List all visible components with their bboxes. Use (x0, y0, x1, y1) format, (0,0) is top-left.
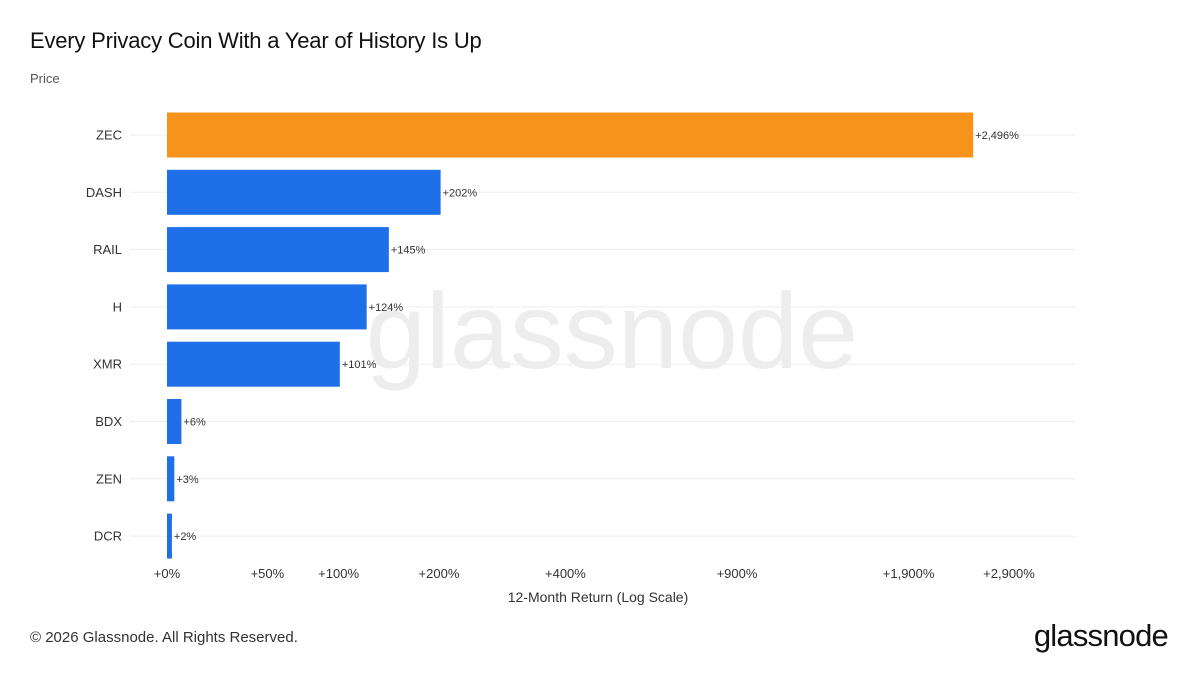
category-label: XMR (93, 357, 122, 372)
bar-bdx (167, 399, 182, 444)
bar-dcr (167, 513, 172, 559)
watermark-text: glassnode (366, 270, 858, 391)
bar-h (167, 284, 367, 330)
data-label: +6% (183, 417, 206, 429)
data-label: +2,496% (975, 130, 1019, 142)
x-tick-label: +200% (419, 566, 460, 581)
x-tick-label: +50% (251, 566, 285, 581)
category-label: ZEC (96, 128, 122, 143)
data-label: +101% (342, 359, 377, 371)
data-label: +3% (176, 474, 199, 486)
chart-subtitle: Price (30, 71, 60, 86)
bar-dash (167, 169, 441, 215)
bar-rail (167, 227, 389, 273)
copyright-text: © 2026 Glassnode. All Rights Reserved. (30, 629, 298, 646)
x-tick-label: +100% (318, 566, 359, 581)
data-label: +2% (174, 531, 197, 543)
chart-title: Every Privacy Coin With a Year of Histor… (30, 28, 482, 53)
x-tick-label: +0% (154, 566, 181, 581)
x-tick-label: +900% (717, 566, 758, 581)
x-tick-label: +1,900% (883, 566, 935, 581)
x-axis-label: 12-Month Return (Log Scale) (508, 589, 689, 605)
bar-xmr (167, 341, 340, 387)
x-tick-label: +400% (545, 566, 586, 581)
x-tick-label: +2,900% (983, 566, 1035, 581)
category-label: H (113, 299, 122, 314)
category-label: RAIL (93, 242, 122, 257)
bar-zen (167, 456, 175, 502)
glassnode-logo: glassnode (1033, 618, 1169, 653)
category-label: BDX (95, 414, 122, 429)
bar-zec (167, 112, 974, 158)
category-label: DCR (94, 529, 122, 544)
data-label: +145% (391, 245, 426, 257)
category-label: ZEN (96, 471, 122, 486)
data-label: +124% (369, 302, 404, 314)
category-label: DASH (86, 185, 122, 200)
data-label: +202% (443, 187, 478, 199)
